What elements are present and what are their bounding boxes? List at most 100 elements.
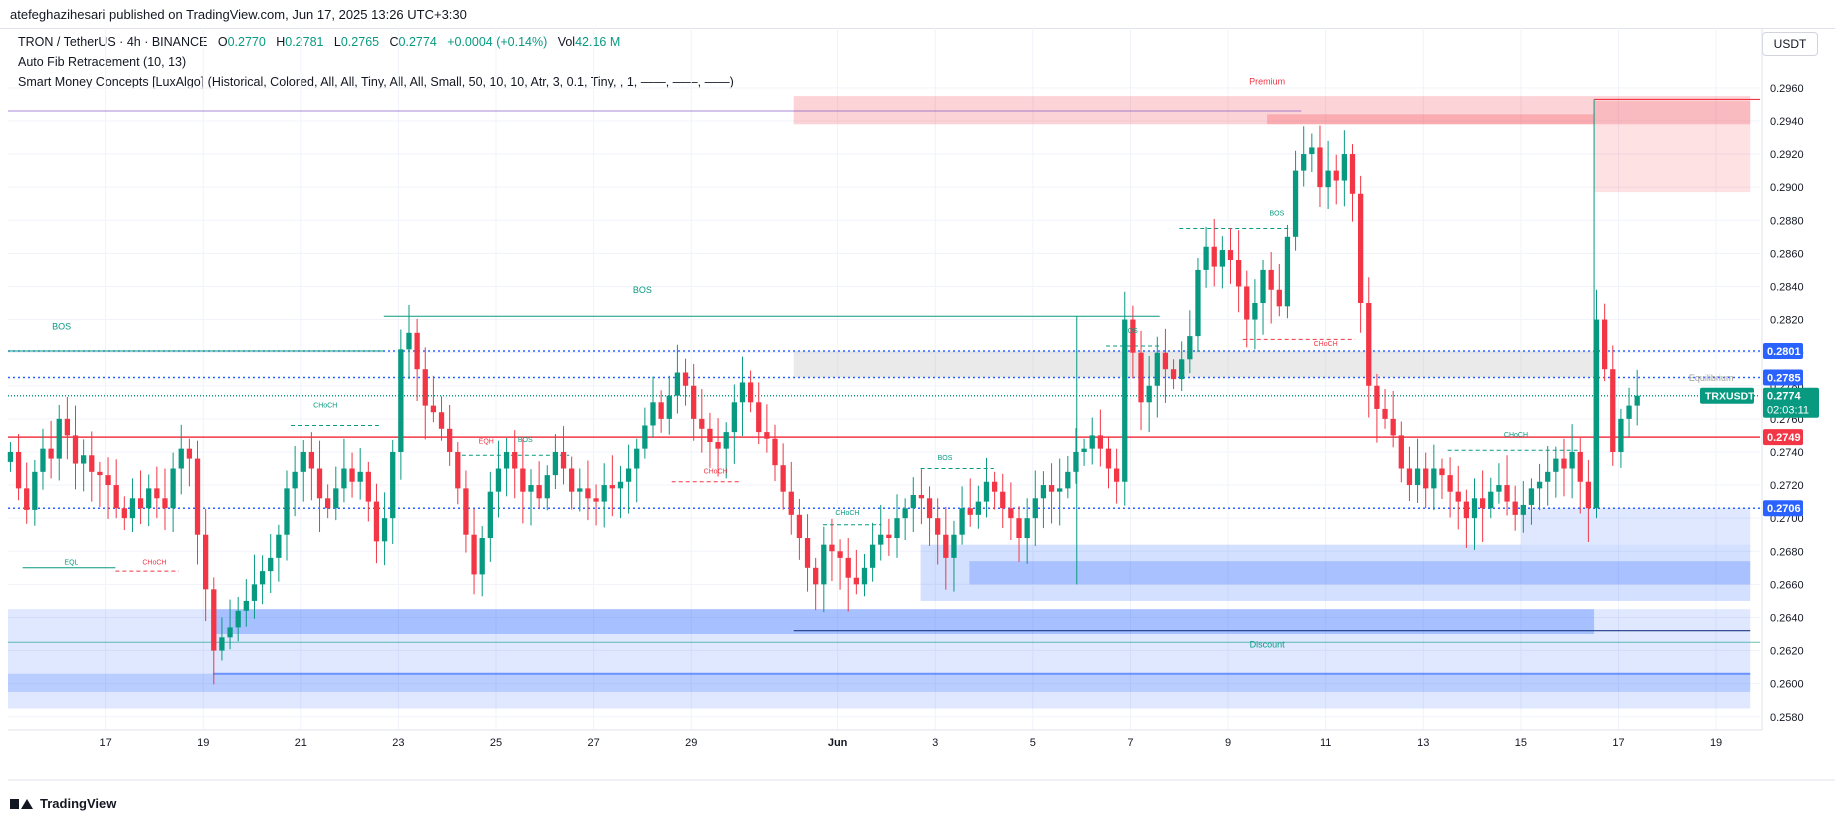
y-tick-label: 0.2620 (1770, 646, 1804, 658)
candle (691, 385, 697, 419)
tradingview-logo[interactable]: TradingView (10, 796, 116, 811)
candle (113, 485, 119, 509)
candle (634, 448, 640, 469)
candle (89, 455, 95, 472)
candle (1382, 408, 1388, 419)
order-block-bullish-2 (8, 673, 1751, 692)
candle (601, 485, 607, 502)
x-tick-label: 7 (1127, 737, 1133, 749)
candle (471, 534, 477, 575)
candle (316, 468, 323, 499)
y-tick-label: 0.2840 (1770, 281, 1804, 293)
candle (1528, 488, 1535, 505)
x-tick-label: 21 (295, 737, 307, 749)
y-tick-label: 0.2960 (1770, 83, 1804, 95)
candle (1414, 468, 1421, 486)
candle (1593, 319, 1600, 509)
candle (243, 600, 249, 611)
candle (406, 332, 412, 350)
open-value: 0.2770 (227, 35, 266, 49)
candle (1618, 418, 1624, 452)
candle (1260, 269, 1266, 304)
candle (1138, 352, 1144, 403)
candle (276, 534, 282, 558)
price-label: 0.2801 (1767, 346, 1801, 358)
candle (373, 501, 380, 542)
candle (154, 488, 160, 499)
candle (723, 432, 729, 449)
candle (1187, 336, 1193, 360)
candle (268, 557, 274, 572)
y-tick-label: 0.2600 (1770, 679, 1804, 691)
chart-label-discount: Discount (1250, 639, 1286, 649)
price-label: 0.2706 (1767, 503, 1801, 515)
candle (1504, 485, 1510, 502)
candle (7, 451, 14, 462)
candle (381, 518, 388, 542)
candle (1585, 481, 1592, 509)
symbol-name[interactable]: TRON / TetherUS · 4h · BINANCE (18, 35, 208, 49)
indicator-fib-row[interactable]: Auto Fib Retracement (10, 13) (18, 55, 187, 69)
candle (105, 475, 111, 486)
candle (1040, 485, 1047, 499)
y-tick-label: 0.2680 (1770, 546, 1804, 558)
candle (292, 471, 298, 489)
close-label: C (389, 35, 399, 49)
candle (1105, 448, 1112, 469)
candle (1016, 518, 1022, 539)
chart-label-bos: BOS (1123, 328, 1138, 335)
x-tick-label: Jun (828, 737, 848, 749)
candle (796, 514, 803, 539)
candle (1081, 448, 1087, 452)
current-price-text: 0.2774 (1767, 391, 1802, 403)
candle (959, 508, 965, 535)
candle (1512, 501, 1518, 515)
chart-label-eqh: EQH (479, 439, 494, 446)
candle (1284, 236, 1291, 307)
candle (829, 544, 835, 552)
candle (211, 589, 217, 651)
candle (1057, 488, 1063, 492)
candle (642, 425, 648, 449)
chart-label-bos: BOS (938, 455, 953, 462)
high-value: 0.2781 (285, 35, 324, 49)
indicator-smc-row[interactable]: Smart Money Concepts [LuxAlgo] (Historic… (18, 75, 734, 89)
candle (1179, 359, 1185, 380)
y-tick-label: 0.2880 (1770, 215, 1804, 227)
candle (536, 485, 542, 499)
candle (1146, 385, 1152, 403)
candle (918, 494, 925, 499)
candle (951, 534, 957, 558)
candle (821, 544, 827, 585)
candle (552, 451, 559, 476)
price-label: 0.2785 (1767, 372, 1801, 384)
low-label: L (333, 35, 341, 49)
x-tick-label: 5 (1030, 737, 1036, 749)
candle (203, 534, 209, 590)
currency-button[interactable]: USDT (1762, 32, 1818, 56)
candle (804, 538, 811, 568)
candle (869, 544, 876, 568)
candle (487, 491, 493, 539)
candle (926, 498, 933, 519)
candle (1227, 250, 1234, 260)
candle (1113, 468, 1120, 482)
y-tick-label: 0.2940 (1770, 116, 1804, 128)
candle (15, 451, 22, 489)
symbol-legend-row[interactable]: TRON / TetherUS · 4h · BINANCE O0.2770 H… (18, 32, 734, 52)
candle (747, 382, 754, 403)
candle (227, 627, 233, 638)
x-tick-label: 11 (1320, 737, 1331, 749)
candle (1577, 451, 1583, 482)
candle (845, 557, 851, 578)
candle (1520, 504, 1526, 515)
candle (219, 637, 225, 651)
candle (1488, 491, 1494, 509)
x-tick-label: 17 (99, 737, 111, 749)
candle (1602, 319, 1608, 370)
candle (357, 471, 363, 482)
candle (56, 418, 62, 459)
price-label-box (1763, 429, 1803, 446)
candle (32, 471, 38, 510)
